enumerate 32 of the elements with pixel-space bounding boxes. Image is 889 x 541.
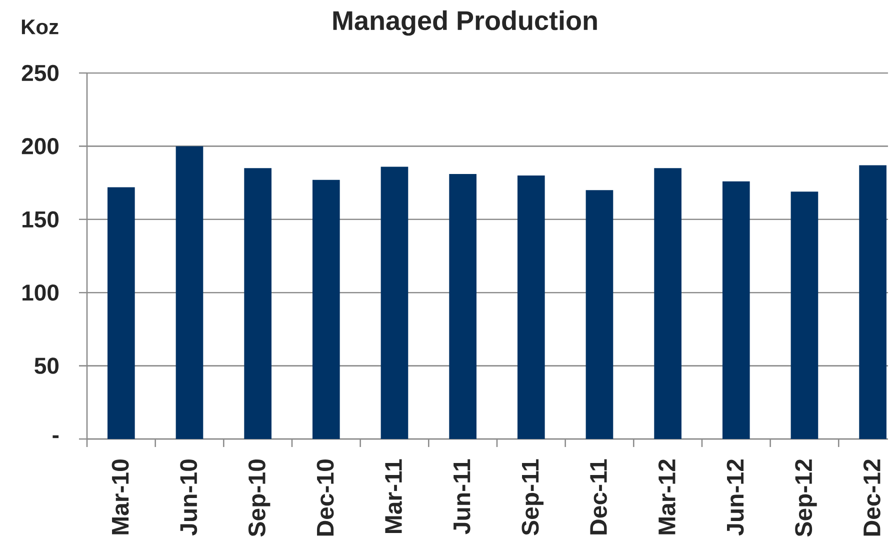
- bar: [312, 180, 340, 439]
- bar: [449, 174, 476, 439]
- x-tick-label: Dec-11: [590, 459, 607, 534]
- bar: [380, 166, 408, 439]
- x-tick-label: Mar-11: [385, 459, 402, 533]
- bar: [790, 192, 818, 439]
- x-tick-label: Jun-12: [726, 459, 744, 536]
- bar: [722, 181, 750, 439]
- x-tick-label: Jun-11: [454, 459, 470, 534]
- y-tick-label: 200: [22, 138, 59, 154]
- x-tick-label: Mar-10: [112, 460, 129, 534]
- bar: [654, 168, 682, 439]
- bar: [176, 146, 204, 439]
- bar: [586, 190, 614, 439]
- bar: [859, 165, 886, 439]
- y-tick-label: 100: [22, 284, 59, 301]
- x-tick-label: Jun-10: [180, 460, 198, 536]
- x-tick-label: Dec-10: [316, 460, 334, 536]
- bar: [244, 168, 272, 439]
- x-tick-label: Sep-10: [248, 460, 270, 537]
- x-tick-label: Sep-12: [795, 459, 817, 537]
- bar: [108, 187, 135, 439]
- x-tick-label: Sep-11: [522, 459, 544, 536]
- y-axis-title: Koz: [22, 20, 58, 34]
- y-tick-label: 150: [22, 211, 59, 228]
- y-tick-label: -: [52, 435, 59, 438]
- bar: [517, 175, 545, 439]
- y-tick-label: 50: [34, 358, 59, 374]
- x-tick-label: Dec-12: [863, 460, 880, 536]
- x-tick-label: Mar-12: [658, 460, 676, 534]
- chart-title: Managed Production: [333, 10, 597, 36]
- y-tick-label: 250: [22, 64, 59, 82]
